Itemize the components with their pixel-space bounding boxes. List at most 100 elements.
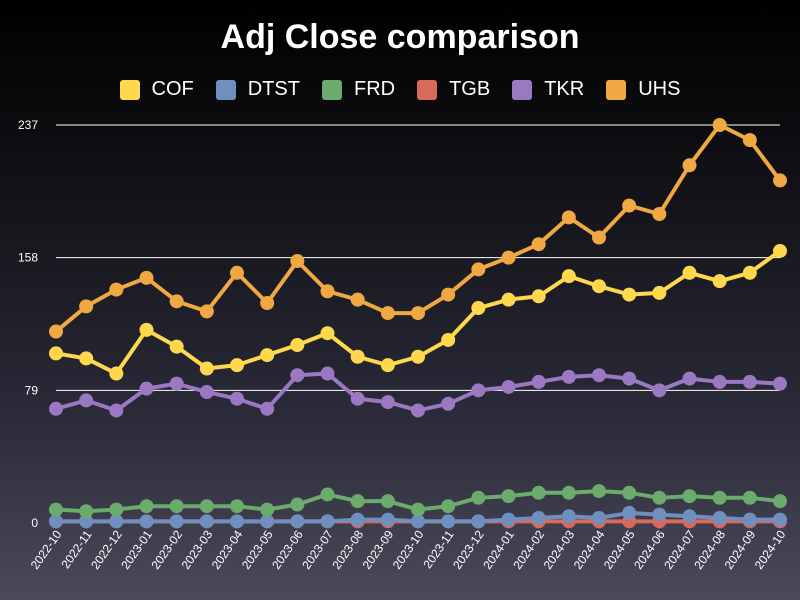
data-point-frd: [652, 490, 667, 505]
data-point-cof: [49, 346, 63, 361]
data-point-cof: [350, 349, 365, 364]
data-point-tkr: [773, 376, 787, 391]
data-point-tkr: [49, 401, 63, 416]
data-point-dtst: [441, 514, 456, 529]
data-point-frd: [109, 502, 124, 517]
data-point-uhs: [622, 198, 637, 213]
legend-label: COF: [151, 78, 194, 100]
data-point-frd: [320, 487, 335, 502]
data-point-uhs: [712, 118, 727, 132]
data-point-frd: [230, 499, 244, 514]
data-point-dtst: [471, 514, 486, 529]
data-point-uhs: [652, 207, 667, 222]
data-point-dtst: [109, 514, 124, 529]
data-point-frd: [79, 504, 94, 519]
data-point-tkr: [320, 366, 335, 381]
data-point-dtst: [592, 510, 606, 525]
data-point-tkr: [230, 391, 244, 406]
data-point-dtst: [652, 507, 667, 522]
data-point-uhs: [49, 324, 63, 339]
data-point-cof: [682, 265, 697, 280]
data-point-dtst: [411, 514, 425, 529]
data-point-dtst: [682, 509, 697, 524]
data-point-tkr: [652, 383, 667, 398]
data-point-frd: [169, 499, 184, 514]
legend-swatch: [417, 79, 438, 100]
data-point-frd: [592, 484, 606, 499]
data-point-dtst: [49, 514, 63, 529]
data-point-frd: [260, 502, 275, 517]
data-point-tkr: [441, 396, 456, 411]
y-tick-label: 79: [25, 383, 39, 397]
data-point-tkr: [350, 391, 365, 406]
data-point-cof: [441, 332, 456, 347]
data-point-frd: [531, 485, 546, 500]
data-point-uhs: [79, 299, 94, 314]
data-point-cof: [411, 349, 425, 364]
legend-swatch: [215, 79, 236, 100]
data-point-tkr: [682, 371, 697, 386]
data-point-frd: [471, 490, 486, 505]
data-point-tkr: [622, 371, 637, 386]
data-point-tkr: [411, 403, 425, 418]
legend-item-tgb: TGB: [417, 78, 490, 101]
data-point-frd: [350, 494, 365, 509]
data-point-frd: [290, 497, 305, 512]
data-point-uhs: [350, 292, 365, 307]
legend-item-tkr: TKR: [512, 78, 584, 101]
data-point-frd: [712, 490, 727, 505]
data-point-cof: [169, 339, 184, 354]
data-point-cof: [592, 279, 606, 294]
legend-item-uhs: UHS: [606, 78, 680, 101]
data-point-dtst: [622, 505, 637, 520]
data-point-frd: [501, 489, 516, 504]
data-point-cof: [290, 337, 305, 352]
data-point-frd: [773, 494, 787, 509]
y-tick-label: 237: [18, 118, 38, 132]
data-point-cof: [230, 358, 244, 373]
data-point-uhs: [682, 158, 697, 173]
data-point-cof: [622, 287, 637, 302]
y-tick-label: 0: [31, 516, 38, 530]
data-point-cof: [471, 301, 486, 316]
data-point-dtst: [742, 512, 757, 527]
data-point-cof: [773, 243, 787, 258]
data-point-frd: [139, 499, 154, 514]
legend-item-dtst: DTST: [215, 78, 300, 101]
data-point-dtst: [350, 512, 365, 527]
data-point-tkr: [501, 379, 516, 394]
data-point-dtst: [531, 510, 546, 525]
data-point-cof: [501, 292, 516, 307]
data-point-cof: [79, 351, 94, 366]
legend-item-frd: FRD: [321, 78, 395, 101]
data-point-dtst: [501, 512, 516, 527]
data-point-tkr: [290, 368, 305, 383]
data-point-uhs: [501, 250, 516, 265]
data-point-frd: [622, 485, 637, 500]
data-point-uhs: [773, 173, 787, 188]
data-point-dtst: [199, 514, 214, 529]
series-dtst: [49, 505, 787, 529]
data-point-frd: [441, 499, 456, 514]
data-point-dtst: [712, 510, 727, 525]
data-point-frd: [411, 502, 425, 517]
data-point-frd: [380, 494, 395, 509]
data-point-frd: [199, 499, 214, 514]
legend-label: DTST: [247, 78, 300, 100]
data-point-tkr: [712, 374, 727, 389]
data-point-uhs: [230, 265, 244, 280]
data-point-tkr: [109, 403, 124, 418]
series-line-uhs: [54, 123, 782, 334]
legend-swatch: [512, 79, 533, 100]
data-point-dtst: [290, 514, 305, 529]
legend: COF DTST FRD TGB TKR UHS: [0, 78, 800, 101]
data-point-cof: [380, 358, 395, 373]
data-point-uhs: [471, 262, 486, 277]
data-point-dtst: [773, 512, 787, 527]
data-point-tkr: [561, 369, 576, 384]
data-point-frd: [561, 485, 576, 500]
data-point-cof: [260, 348, 275, 363]
legend-item-cof: COF: [119, 78, 194, 101]
